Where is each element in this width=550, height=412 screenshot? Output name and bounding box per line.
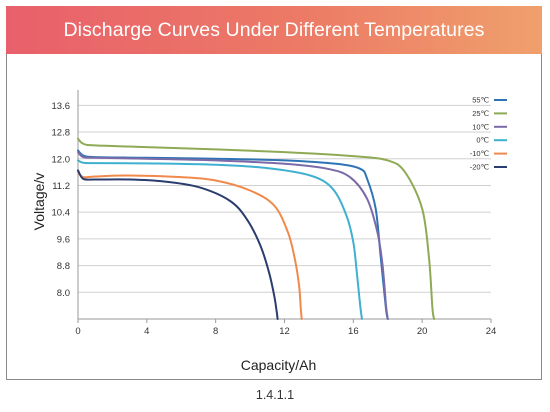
- legend-label: 0℃: [476, 136, 489, 145]
- chart-title: Discharge Curves Under Different Tempera…: [63, 18, 485, 41]
- y-tick-label: 9.6: [57, 234, 70, 245]
- y-tick-label: 8.0: [57, 288, 70, 299]
- x-tick-label: 12: [279, 326, 290, 337]
- y-tick-label: 13.6: [52, 101, 71, 112]
- x-tick-label: 24: [486, 326, 497, 337]
- y-tick-label: 12.8: [52, 128, 71, 139]
- y-tick-label: 12.0: [52, 154, 71, 165]
- legend-label: -20℃: [470, 163, 490, 172]
- legend-label: -10℃: [470, 149, 490, 158]
- x-tick-label: 4: [144, 326, 149, 337]
- y-axis-label: Voltage/v: [31, 173, 47, 231]
- figure-caption: 1.4.1.1: [255, 388, 295, 402]
- chart-frame: [6, 6, 542, 380]
- y-tick-label: 10.4: [52, 208, 71, 219]
- x-tick-label: 8: [213, 326, 218, 337]
- x-axis-label: Capacity/Ah: [241, 357, 316, 373]
- y-tick-label: 11.2: [52, 181, 70, 192]
- legend-label: 55℃: [472, 96, 489, 105]
- chart-title-banner: Discharge Curves Under Different Tempera…: [6, 6, 542, 54]
- series-line: [77, 171, 303, 320]
- y-tick-label: 8.8: [57, 261, 70, 272]
- series-line: [77, 169, 279, 320]
- x-tick-label: 16: [348, 326, 359, 337]
- legend-label: 10℃: [472, 122, 489, 131]
- series-line: [77, 151, 389, 320]
- x-tick-label: 20: [417, 326, 428, 337]
- series-line: [77, 137, 436, 320]
- series-line: [77, 159, 363, 320]
- legend-label: 25℃: [472, 109, 489, 118]
- x-tick-label: 0: [75, 326, 80, 337]
